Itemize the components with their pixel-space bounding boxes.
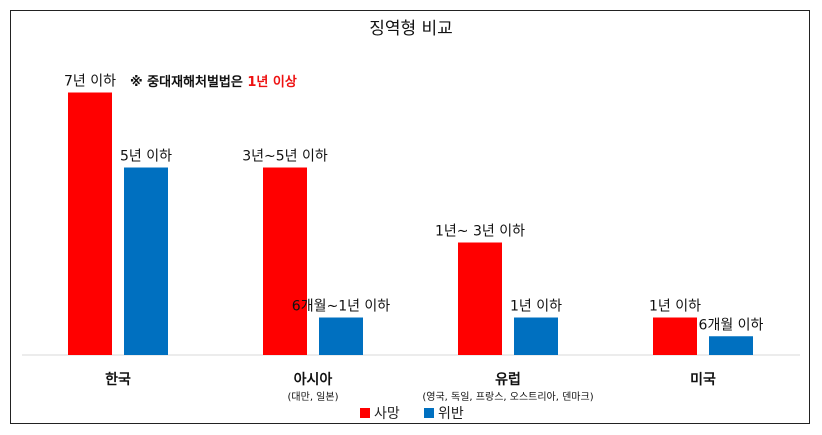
data-label: 1년 이하 bbox=[510, 299, 562, 315]
category-label: 미국 bbox=[690, 372, 716, 388]
bar-death-3 bbox=[458, 242, 502, 355]
category-label: 한국 bbox=[105, 372, 131, 388]
category-sublabel: (영국, 독일, 프랑스, 오스트리아, 덴마크) bbox=[422, 391, 593, 403]
bar-violation-2 bbox=[319, 317, 363, 355]
data-label: 1년~ 3년 이하 bbox=[435, 224, 525, 240]
annotation-note: ※ 중대재해처벌법은 1년 이상 bbox=[130, 74, 297, 90]
legend-label: 사망 bbox=[374, 406, 400, 422]
annotation-highlight: 1년 이상 bbox=[247, 74, 296, 90]
chart-title: 징역형 비교 bbox=[369, 19, 453, 39]
bar-death-4 bbox=[653, 317, 697, 355]
data-label: 3년~5년 이하 bbox=[242, 149, 328, 165]
bar-violation-4 bbox=[709, 336, 753, 355]
annotation-prefix: ※ 중대재해처벌법은 bbox=[130, 74, 247, 90]
legend: 사망 위반 bbox=[360, 406, 464, 422]
bar-violation-1 bbox=[124, 167, 168, 355]
data-label: 6개월 이하 bbox=[699, 317, 764, 333]
category-sublabel: (대만, 일본) bbox=[288, 391, 339, 403]
category-label: 아시아 bbox=[294, 371, 333, 388]
bar-violation-3 bbox=[514, 317, 558, 355]
legend-swatch bbox=[424, 408, 434, 418]
legend-label: 위반 bbox=[438, 406, 464, 422]
data-label: 6개월~1년 이하 bbox=[292, 299, 391, 315]
legend-swatch bbox=[360, 408, 370, 418]
bar-death-2 bbox=[263, 167, 307, 355]
data-label: 5년 이하 bbox=[120, 149, 172, 165]
data-label: 1년 이하 bbox=[649, 299, 701, 315]
data-label: 7년 이하 bbox=[64, 74, 116, 90]
bar-death-1 bbox=[68, 92, 112, 355]
category-label: 유럽 bbox=[495, 372, 521, 388]
